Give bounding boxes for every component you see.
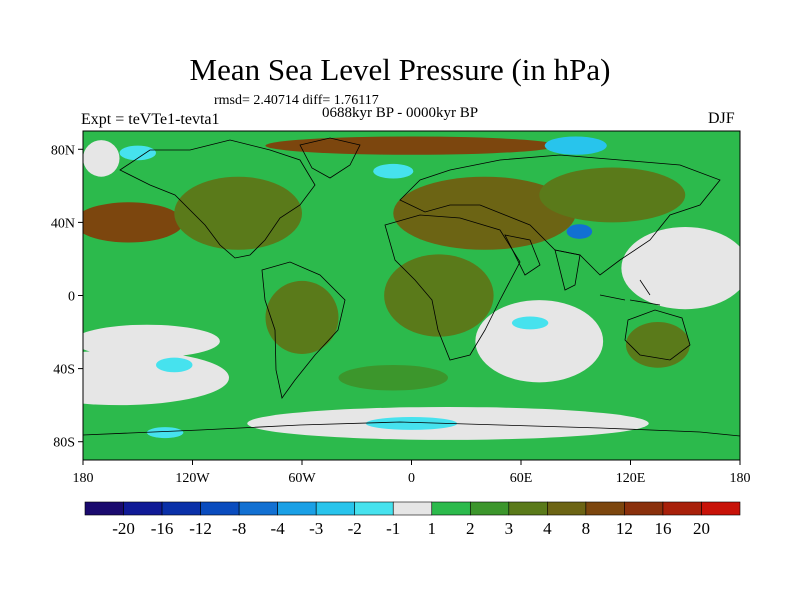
- y-tick-label: 80N: [51, 143, 75, 158]
- colorbar-label: 12: [616, 519, 633, 538]
- colorbar-label: 4: [543, 519, 552, 538]
- colorbar-swatch: [161, 501, 201, 516]
- colorbar-swatch: [624, 501, 664, 516]
- y-tick-label: 0: [68, 290, 75, 305]
- colorbar-swatch: [662, 501, 702, 516]
- region-greenland-sea-low: [373, 163, 414, 179]
- region-south-pacific-low: [156, 357, 193, 373]
- x-tick-label: 60W: [288, 471, 316, 486]
- colorbar-label: -2: [348, 519, 362, 538]
- colorbar-label: -4: [271, 519, 286, 538]
- region-indian-ocean-near-zero: [475, 300, 604, 383]
- colorbar: -20 -16 -12 -8 -4 -3 -2 -1 1 2 3 4 8 12 16 20: [84, 501, 741, 538]
- x-tick-label: 180: [73, 471, 94, 486]
- region-indian-ocean-low: [511, 316, 549, 330]
- colorbar-swatch: [200, 501, 240, 516]
- region-ross-sea-low: [146, 427, 184, 439]
- colorbar-label: -8: [232, 519, 246, 538]
- region-alaska-low: [119, 145, 156, 161]
- x-tick-label: 120E: [616, 471, 646, 486]
- experiment-text: Expt = teVTe1-tevta1: [81, 111, 220, 128]
- colorbar-label: 1: [428, 519, 437, 538]
- x-tick-label: 60E: [510, 471, 533, 486]
- colorbar-swatch: [547, 501, 587, 516]
- region-tibet-low: [566, 224, 593, 239]
- y-tick-label: 40N: [51, 216, 75, 231]
- colorbar-swatch: [508, 501, 548, 516]
- colorbar-swatch: [315, 501, 356, 516]
- region-australia-olive: [625, 322, 690, 368]
- x-tick-label: 120W: [175, 471, 210, 486]
- region-africa-olive: [384, 254, 494, 337]
- region-south-pacific-near-zero: [83, 350, 229, 406]
- region-siberia-olive: [539, 167, 686, 223]
- region-eurasia-brown: [393, 176, 576, 250]
- colorbar-label: -12: [189, 519, 212, 538]
- x-tick-label: 0: [408, 471, 415, 486]
- colorbar-label: 2: [466, 519, 475, 538]
- colorbar-label: -3: [309, 519, 323, 538]
- colorbar-swatch: [701, 501, 741, 516]
- colorbar-label: -1: [386, 519, 400, 538]
- colorbar-swatch: [123, 501, 163, 516]
- colorbar-swatch: [277, 501, 317, 516]
- colorbar-swatch: [585, 501, 625, 516]
- colorbar-swatch: [469, 501, 510, 516]
- y-tick-label: 80S: [53, 436, 75, 451]
- colorbar-label: -16: [151, 519, 174, 538]
- region-north-america-olive: [174, 176, 302, 250]
- region-south-america-olive: [265, 280, 339, 354]
- region-west-pacific-near-zero: [621, 226, 740, 310]
- colorbar-swatch: [431, 501, 471, 516]
- x-tick-label: 180: [730, 471, 751, 486]
- y-tick-label: 40S: [53, 363, 75, 378]
- season-text: DJF: [708, 110, 735, 127]
- colorbar-swatch: [354, 501, 394, 516]
- region-south-atlantic-olive: [338, 364, 448, 391]
- chart-title: Mean Sea Level Pressure (in hPa): [189, 52, 611, 87]
- colorbar-label: -20: [112, 519, 135, 538]
- pressure-field: [83, 131, 740, 460]
- region-barents-sea-low: [544, 136, 607, 155]
- region-arctic-brown: [265, 136, 558, 155]
- period-text: 0688kyr BP - 0000kyr BP: [322, 105, 479, 121]
- region-east-pacific-near-zero: [83, 324, 220, 358]
- region-antarctic-low: [365, 417, 458, 430]
- colorbar-swatch: [84, 501, 124, 516]
- coastlines: [83, 137, 740, 437]
- colorbar-swatch: [392, 501, 433, 516]
- colorbar-label: 20: [693, 519, 710, 538]
- colorbar-swatch: [238, 501, 278, 516]
- region-north-pacific-high: [83, 202, 184, 243]
- axes: 180 120W 60W 0 60E 120E 180 80N 40N 0 40S 80S: [51, 143, 751, 486]
- colorbar-label: 3: [505, 519, 514, 538]
- colorbar-label: 16: [654, 519, 671, 538]
- stats-text: rmsd= 2.40714 diff= 1.76117: [214, 93, 379, 108]
- colorbar-label: 8: [582, 519, 591, 538]
- region-arctic-near-zero: [83, 140, 120, 177]
